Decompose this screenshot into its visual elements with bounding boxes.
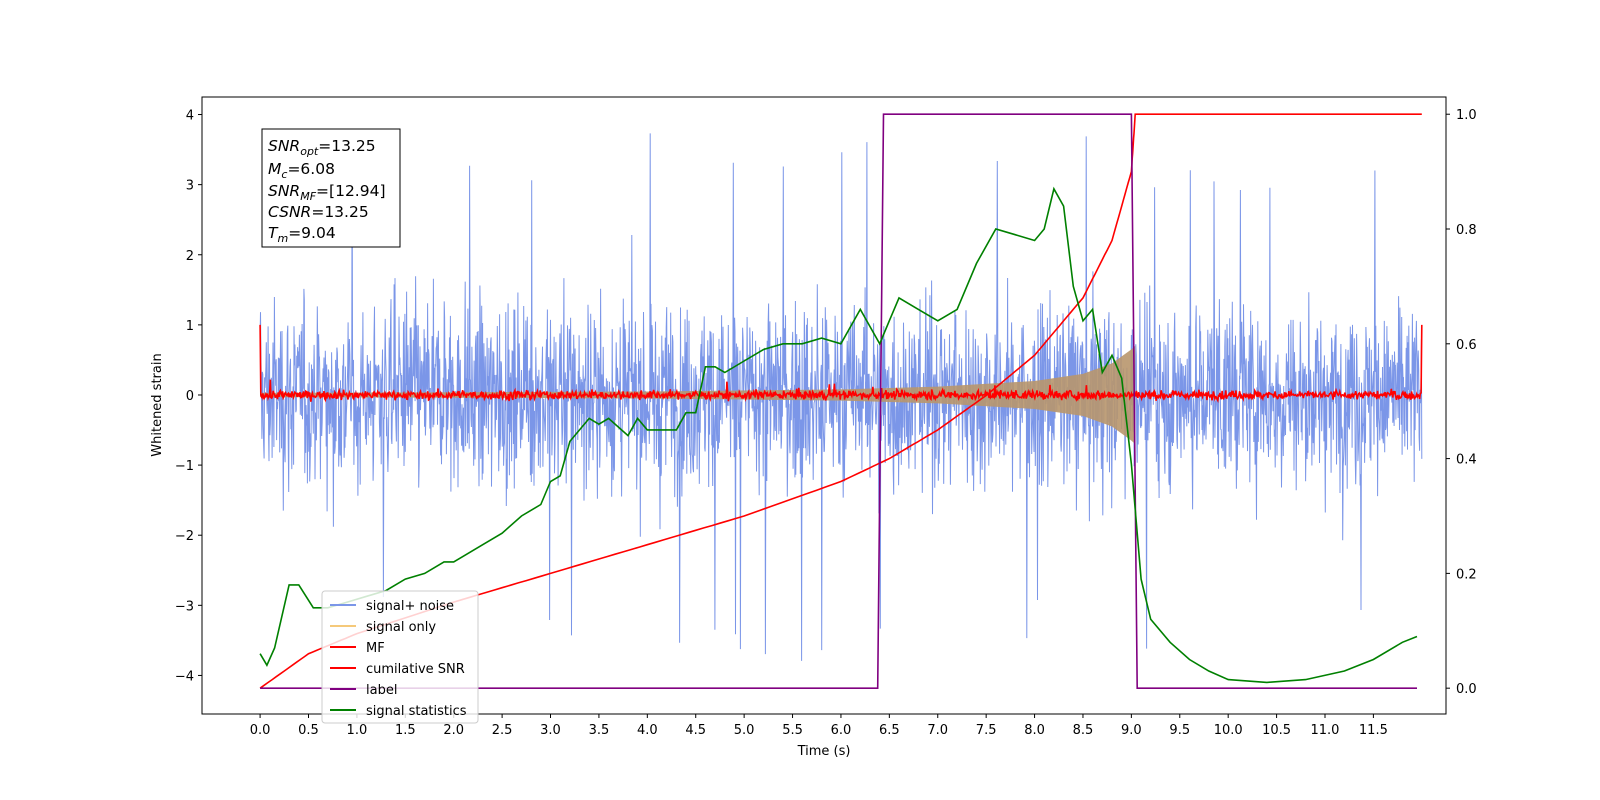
- legend-item-signal-noise: signal+ noise: [366, 599, 454, 614]
- y-tick-label: 2: [186, 249, 194, 264]
- legend-frame: [321, 590, 479, 724]
- x-tick-label: 9.0: [1121, 723, 1142, 738]
- legend-item-signal-only: signal only: [366, 620, 436, 635]
- y2-tick-label: 0.8: [1456, 223, 1477, 238]
- x-tick-label: 7.0: [927, 723, 948, 738]
- y-tick-label: −3: [175, 599, 194, 614]
- x-tick-label: 10.5: [1262, 723, 1291, 738]
- series-signal-statistics: [259, 186, 1418, 684]
- annotation-csnr: CSNR=13.25: [268, 203, 369, 221]
- legend-item-label: label: [366, 683, 397, 698]
- y-axis-right: 1.0 0.8 0.6 0.4 0.2 0.0: [1446, 108, 1477, 697]
- y2-tick-label: 0.2: [1456, 567, 1477, 582]
- x-tick-label: 10.0: [1214, 723, 1243, 738]
- x-tick-label: 0.0: [250, 723, 271, 738]
- x-tick-label: 1.5: [395, 723, 416, 738]
- x-tick-label: 4.5: [685, 723, 706, 738]
- annotation-snr-mf: SNRMF=[12.94]: [268, 182, 386, 203]
- x-tick-label: 7.5: [976, 723, 997, 738]
- y2-tick-label: 0.0: [1456, 682, 1477, 697]
- y-axis-left: 4 3 2 1 0 −1 −2 −3 −4: [175, 109, 202, 684]
- x-tick-label: 9.5: [1169, 723, 1190, 738]
- x-tick-label: 4.0: [637, 723, 658, 738]
- x-axis: 0.0 0.5 1.0 1.5 2.0 2.5 3.0 3.5 4.0 4.5 5.0 5.5 6.0 6…: [250, 714, 1388, 738]
- annotation-mc: Mc=6.08: [268, 160, 335, 181]
- y-tick-label: −4: [175, 669, 194, 684]
- x-tick-label: 2.0: [443, 723, 464, 738]
- y-axis-label: Whitened strain: [150, 353, 165, 456]
- y-tick-label: 3: [186, 179, 194, 194]
- y2-tick-label: 0.4: [1456, 453, 1477, 468]
- series-label: [260, 113, 1417, 689]
- legend-item-cumilative-snr: cumilative SNR: [366, 662, 465, 677]
- x-tick-label: 1.0: [347, 723, 368, 738]
- legend: signal+ noise signal only MF cumilative SNR…: [321, 590, 479, 724]
- x-tick-label: 3.0: [540, 723, 561, 738]
- x-axis-label: Time (s): [797, 744, 851, 759]
- y-tick-label: 0: [186, 389, 194, 404]
- y2-tick-label: 0.6: [1456, 338, 1477, 353]
- x-tick-label: 2.5: [492, 723, 513, 738]
- annotation-box: SNRopt=13.25 Mc=6.08 SNRMF=[12.94] CSNR=…: [261, 128, 401, 248]
- series-signal-noise: [259, 133, 1423, 661]
- legend-item-mf: MF: [366, 641, 385, 656]
- x-tick-label: 11.0: [1311, 723, 1340, 738]
- x-tick-label: 5.5: [782, 723, 803, 738]
- y-tick-label: −2: [175, 529, 194, 544]
- y-tick-label: −1: [175, 459, 194, 474]
- x-tick-label: 8.0: [1024, 723, 1045, 738]
- x-tick-label: 11.5: [1359, 723, 1388, 738]
- series-mf: [259, 324, 1423, 404]
- legend-item-signal-statistics: signal statistics: [366, 704, 467, 719]
- y-tick-label: 4: [186, 109, 194, 124]
- y2-tick-label: 1.0: [1456, 108, 1477, 123]
- annotation-tm: Tm=9.04: [268, 224, 336, 245]
- x-tick-label: 6.5: [879, 723, 900, 738]
- x-tick-label: 3.5: [589, 723, 610, 738]
- plot-frame: [201, 96, 1447, 715]
- x-tick-label: 0.5: [298, 723, 319, 738]
- annotation-snr-opt: SNRopt=13.25: [268, 137, 376, 158]
- x-tick-label: 5.0: [734, 723, 755, 738]
- x-tick-label: 6.0: [831, 723, 852, 738]
- y-tick-label: 1: [186, 319, 194, 334]
- x-tick-label: 8.5: [1073, 723, 1094, 738]
